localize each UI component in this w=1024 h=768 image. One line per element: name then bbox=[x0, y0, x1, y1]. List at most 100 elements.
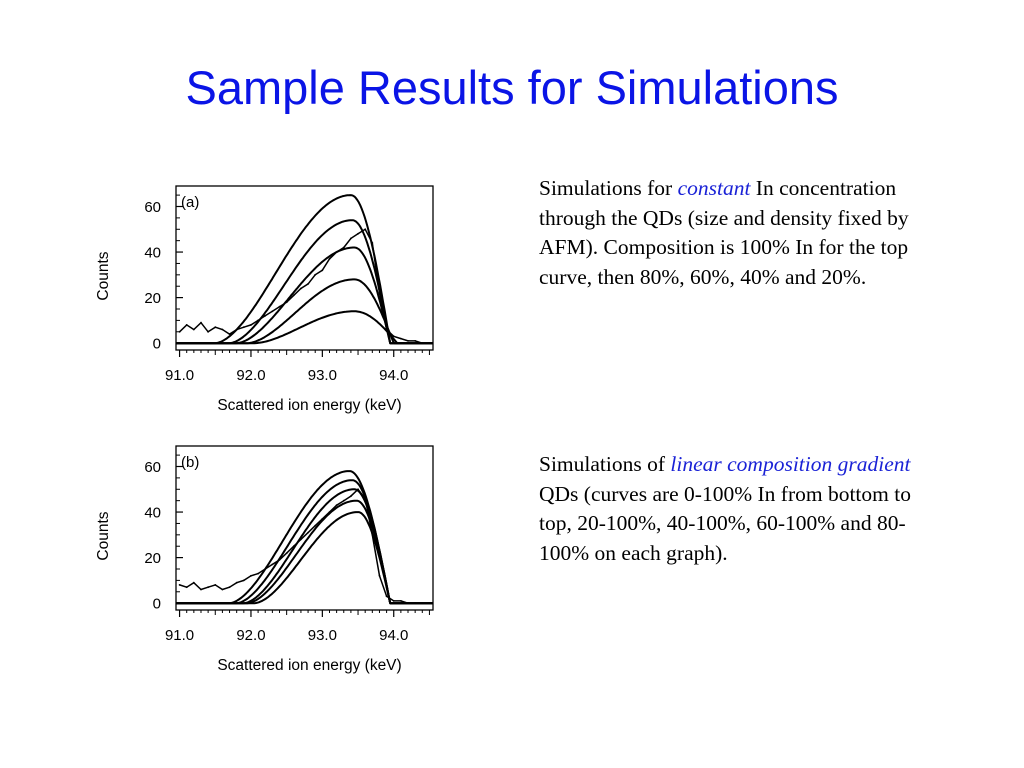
chart-a-measured-point bbox=[321, 269, 324, 272]
chart-b-ytick-label: 0 bbox=[153, 596, 161, 613]
chart-panel-a: 0 20 40 60 91.0 92.0 93.0 94.0 Scattered ion ene… bbox=[95, 185, 434, 414]
chart-panel-b: 0 20 40 60 91.0 92.0 93.0 94.0 Scattered ion ene… bbox=[95, 445, 434, 674]
chart-a-measured-point bbox=[185, 324, 188, 326]
chart-a-measured-point bbox=[221, 328, 224, 331]
chart-a-plot-frame bbox=[175, 185, 434, 351]
chart-b-ytick-label: 20 bbox=[144, 550, 161, 567]
chart-a-measured-point bbox=[350, 237, 352, 240]
chart-a-ytick-label: 0 bbox=[153, 336, 161, 353]
chart-b-measured-point bbox=[235, 581, 238, 584]
chart-b-measured-point bbox=[321, 518, 324, 520]
chart-b-measured-point bbox=[385, 595, 388, 598]
caption-linear-intro: Simulations of bbox=[539, 452, 671, 476]
chart-b-measured-point bbox=[342, 499, 345, 502]
chart-a-ytick-label: 40 bbox=[144, 245, 161, 262]
chart-b-measured-point bbox=[185, 586, 188, 589]
chart-b-measured-point bbox=[421, 602, 424, 605]
chart-b-panel-label: (b) bbox=[181, 454, 199, 471]
chart-b-measured-point bbox=[178, 584, 181, 586]
chart-b-measured-point bbox=[292, 545, 295, 548]
chart-b-measured-point bbox=[428, 602, 431, 605]
chart-b-measured-point bbox=[214, 584, 217, 586]
chart-b-measured-point bbox=[250, 574, 252, 577]
chart-b-measured-point bbox=[400, 600, 402, 602]
chart-b-plot-frame bbox=[175, 445, 434, 611]
chart-a-measured-point bbox=[242, 326, 245, 329]
chart-a-measured-point bbox=[250, 324, 252, 326]
chart-a-measured-point bbox=[335, 251, 338, 253]
chart-a-measured-point bbox=[371, 242, 374, 244]
chart-a-measured-point bbox=[292, 294, 295, 297]
caption-constant-emphasis: constant bbox=[677, 176, 751, 200]
chart-a-measured-point bbox=[178, 330, 181, 333]
chart-b-xtick-label: 93.0 bbox=[308, 627, 337, 644]
chart-b-measured-point bbox=[407, 602, 409, 605]
chart-b-sim-curve bbox=[176, 511, 433, 605]
chart-b-measured-point bbox=[271, 563, 274, 566]
chart-b-ylabel: Counts bbox=[95, 511, 112, 560]
caption-linear-gradient: Simulations of linear composition gradie… bbox=[539, 450, 919, 568]
caption-constant: Simulations for constant In concentratio… bbox=[539, 174, 919, 292]
chart-b-measured-point bbox=[242, 579, 245, 582]
chart-b-measured-point bbox=[307, 531, 309, 534]
chart-a-measured-point bbox=[214, 326, 217, 329]
chart-a-ytick-label: 60 bbox=[144, 199, 161, 216]
chart-a-measured-point bbox=[407, 340, 409, 342]
slide-title: Sample Results for Simulations bbox=[185, 61, 839, 114]
chart-a-measured-point bbox=[414, 340, 417, 342]
chart-a-xtick-label: 93.0 bbox=[308, 367, 337, 384]
chart-b-plot-area bbox=[176, 470, 433, 605]
chart-b-ytick-label: 40 bbox=[144, 505, 161, 522]
chart-b-ytick-label: 60 bbox=[144, 459, 161, 476]
chart-a-measured-point bbox=[278, 305, 281, 308]
chart-a-measured-point bbox=[342, 246, 345, 249]
chart-a-measured-point bbox=[357, 232, 359, 235]
chart-a-xlabel: Scattered ion energy (keV) bbox=[217, 397, 401, 414]
caption-constant-body: In concentration through the QDs (size a… bbox=[539, 176, 909, 289]
chart-b-measured-point bbox=[335, 504, 338, 507]
chart-b-measured-point bbox=[328, 511, 331, 513]
chart-a-measured-point bbox=[307, 283, 309, 285]
chart-a-measured-point bbox=[300, 287, 302, 290]
chart-a-measured-point bbox=[385, 328, 388, 331]
chart-b-xtick-label: 91.0 bbox=[165, 627, 194, 644]
chart-a-measured-point bbox=[392, 335, 395, 338]
chart-b-xtick-label: 94.0 bbox=[379, 627, 408, 644]
chart-b-measured-point bbox=[278, 559, 281, 561]
chart-b-measured-point bbox=[314, 524, 317, 527]
chart-a-sim-curve bbox=[176, 310, 433, 345]
chart-a-xtick-label: 92.0 bbox=[236, 367, 265, 384]
chart-b-measured-point bbox=[357, 488, 359, 491]
chart-a-measured-point bbox=[207, 330, 209, 333]
chart-a-plot-area bbox=[176, 194, 433, 345]
chart-a-measured-point bbox=[257, 319, 259, 322]
chart-b-measured-point bbox=[392, 600, 395, 602]
chart-a-sim-curve bbox=[176, 278, 433, 345]
chart-a-ytick-label: 20 bbox=[144, 290, 161, 307]
chart-a-xtick-label: 91.0 bbox=[165, 367, 194, 384]
chart-a-measured-point bbox=[271, 310, 274, 313]
chart-b-measured-spectrum bbox=[179, 488, 430, 604]
chart-a-measured-point bbox=[314, 273, 317, 276]
chart-a-measured-point bbox=[285, 301, 288, 304]
chart-b-measured-point bbox=[378, 574, 381, 577]
chart-a-measured-point bbox=[264, 314, 267, 317]
chart-a-sim-curve bbox=[176, 246, 433, 345]
chart-a-xtick-label: 94.0 bbox=[379, 367, 408, 384]
chart-b-xtick-label: 92.0 bbox=[236, 627, 265, 644]
chart-b-measured-point bbox=[285, 552, 288, 554]
chart-a-measured-point bbox=[421, 342, 424, 345]
chart-b-measured-point bbox=[371, 533, 374, 536]
chart-a-measured-point bbox=[328, 258, 331, 260]
chart-b-measured-point bbox=[207, 586, 209, 589]
chart-b-sim-curve bbox=[176, 499, 433, 605]
chart-a-measured-point bbox=[400, 337, 402, 340]
caption-linear-emphasis: linear composition gradient bbox=[670, 452, 911, 476]
chart-a-measured-point bbox=[428, 342, 431, 345]
caption-constant-intro: Simulations for bbox=[539, 176, 678, 200]
chart-b-measured-point bbox=[221, 588, 224, 591]
chart-b-measured-point bbox=[414, 602, 417, 605]
chart-b-measured-point bbox=[350, 495, 352, 497]
chart-a-measured-point bbox=[192, 328, 195, 331]
chart-a-measured-point bbox=[378, 292, 381, 294]
